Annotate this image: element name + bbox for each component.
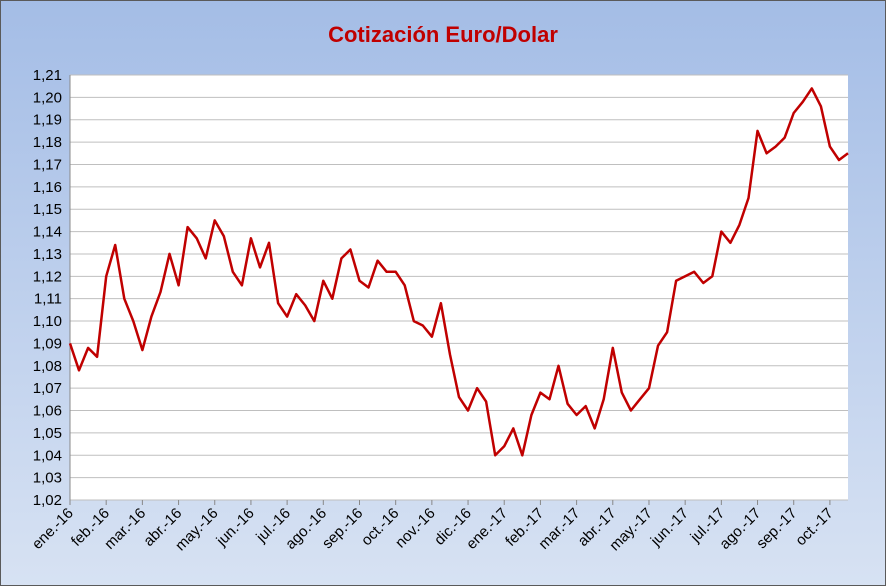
y-tick-label: 1,02	[33, 492, 62, 509]
y-tick-label: 1,04	[33, 447, 62, 464]
y-tick-label: 1,15	[33, 201, 62, 218]
y-tick-label: 1,07	[33, 380, 62, 397]
y-tick-label: 1,06	[33, 403, 62, 420]
y-tick-label: 1,20	[33, 89, 62, 106]
y-tick-label: 1,19	[33, 112, 62, 129]
y-tick-label: 1,13	[33, 246, 62, 263]
y-tick-label: 1,18	[33, 134, 62, 151]
y-tick-label: 1,10	[33, 313, 62, 330]
line	[68, 87, 849, 457]
y-tick-label: 1,11	[34, 291, 62, 308]
y-tick-label: 1,21	[33, 67, 62, 84]
y-tick-label: 1,17	[33, 156, 62, 173]
y-tick-label: 1,05	[33, 425, 62, 442]
y-tick-label: 1,16	[33, 179, 62, 196]
chart-title: Cotización Euro/Dolar	[328, 22, 558, 47]
y-tick-label: 1,03	[33, 470, 62, 487]
plot-area	[70, 75, 848, 500]
y-tick-label: 1,14	[33, 224, 62, 241]
y-tick-label: 1,12	[33, 268, 62, 285]
y-tick-label: 1,08	[33, 358, 62, 375]
y-tick-label: 1,09	[33, 335, 62, 352]
